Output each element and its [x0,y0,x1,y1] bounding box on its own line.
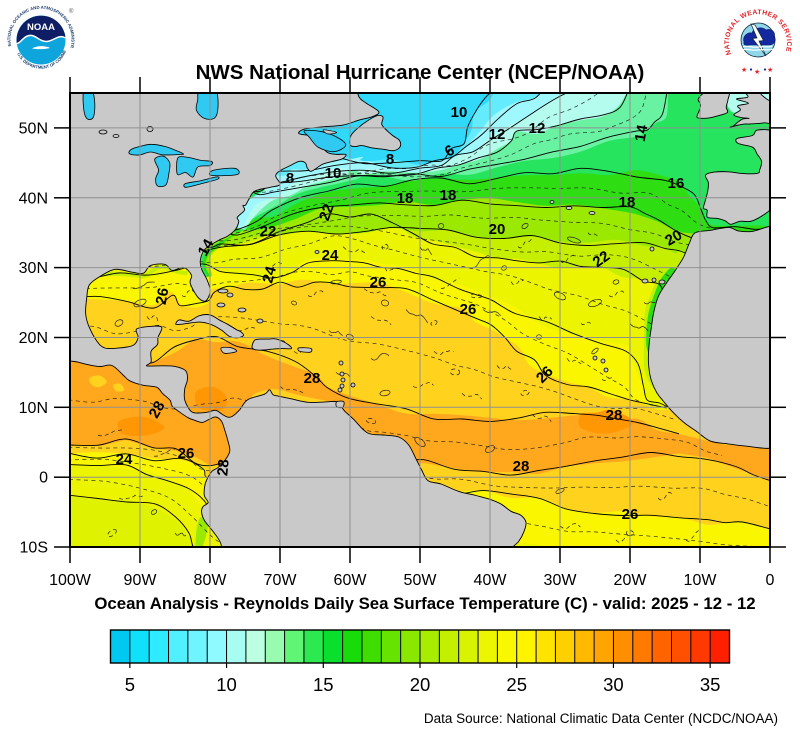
svg-text:20: 20 [662,227,685,250]
svg-text:60W: 60W [334,572,368,589]
svg-text:22: 22 [590,248,613,271]
svg-text:28: 28 [146,398,169,421]
svg-text:28: 28 [606,407,623,424]
svg-text:20: 20 [410,674,431,695]
svg-text:Ocean Analysis - Reynolds Dail: Ocean Analysis - Reynolds Daily Sea Surf… [94,594,755,613]
svg-text:26: 26 [460,301,477,318]
svg-text:14: 14 [195,236,218,260]
svg-text:15: 15 [313,674,334,695]
svg-text:26: 26 [178,445,195,462]
svg-text:26: 26 [622,506,639,523]
svg-text:24: 24 [116,451,133,468]
svg-text:18: 18 [619,194,636,211]
svg-text:24: 24 [259,264,280,285]
svg-text:90W: 90W [124,572,158,589]
svg-text:0: 0 [39,470,48,487]
svg-text:28: 28 [513,458,530,475]
svg-text:25: 25 [506,674,527,695]
svg-text:70W: 70W [264,572,298,589]
svg-text:26: 26 [153,287,173,306]
svg-text:10: 10 [216,674,237,695]
svg-text:5: 5 [125,674,135,695]
svg-text:16: 16 [668,175,685,192]
svg-text:22: 22 [316,202,338,223]
svg-text:30W: 30W [544,572,578,589]
svg-text:80W: 80W [194,572,228,589]
svg-text:40W: 40W [474,572,508,589]
svg-text:24: 24 [322,247,339,264]
svg-text:★: ★ [767,66,773,74]
svg-text:12: 12 [489,126,506,143]
svg-text:100W: 100W [49,572,92,589]
svg-text:40N: 40N [19,190,48,207]
svg-text:★: ★ [754,68,760,76]
svg-text:10N: 10N [19,400,48,417]
svg-text:10S: 10S [20,540,48,557]
svg-text:14: 14 [632,123,652,143]
svg-text:NWS National Hurricane Center: NWS National Hurricane Center (NCEP/NOAA… [196,61,645,84]
svg-text:Data Source: National Climatic: Data Source: National Climatic Data Cent… [424,711,778,726]
svg-text:30N: 30N [19,260,48,277]
svg-text:18: 18 [397,190,414,207]
svg-text:®: ® [69,8,74,15]
svg-text:20: 20 [489,221,506,238]
svg-text:26: 26 [370,274,387,291]
svg-text:28: 28 [304,370,321,387]
svg-text:22: 22 [260,223,277,240]
svg-text:10: 10 [451,104,468,121]
svg-text:28: 28 [214,459,232,477]
svg-text:NOAA: NOAA [27,22,55,33]
svg-text:50W: 50W [404,572,438,589]
svg-text:20N: 20N [19,330,48,347]
svg-text:10: 10 [325,165,342,182]
svg-text:20W: 20W [614,572,648,589]
svg-text:50N: 50N [19,120,48,137]
svg-text:12: 12 [529,120,546,137]
svg-text:35: 35 [700,674,721,695]
svg-text:8: 8 [386,151,394,168]
svg-text:30: 30 [603,674,624,695]
svg-text:10W: 10W [684,572,718,589]
svg-text:8: 8 [286,170,294,187]
svg-text:★: ★ [741,66,747,74]
svg-text:18: 18 [440,187,457,204]
svg-text:0: 0 [766,572,775,589]
